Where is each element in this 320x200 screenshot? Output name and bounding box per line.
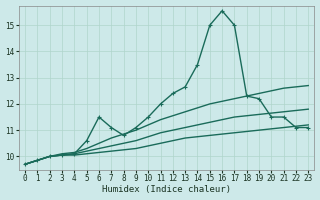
X-axis label: Humidex (Indice chaleur): Humidex (Indice chaleur): [102, 185, 231, 194]
